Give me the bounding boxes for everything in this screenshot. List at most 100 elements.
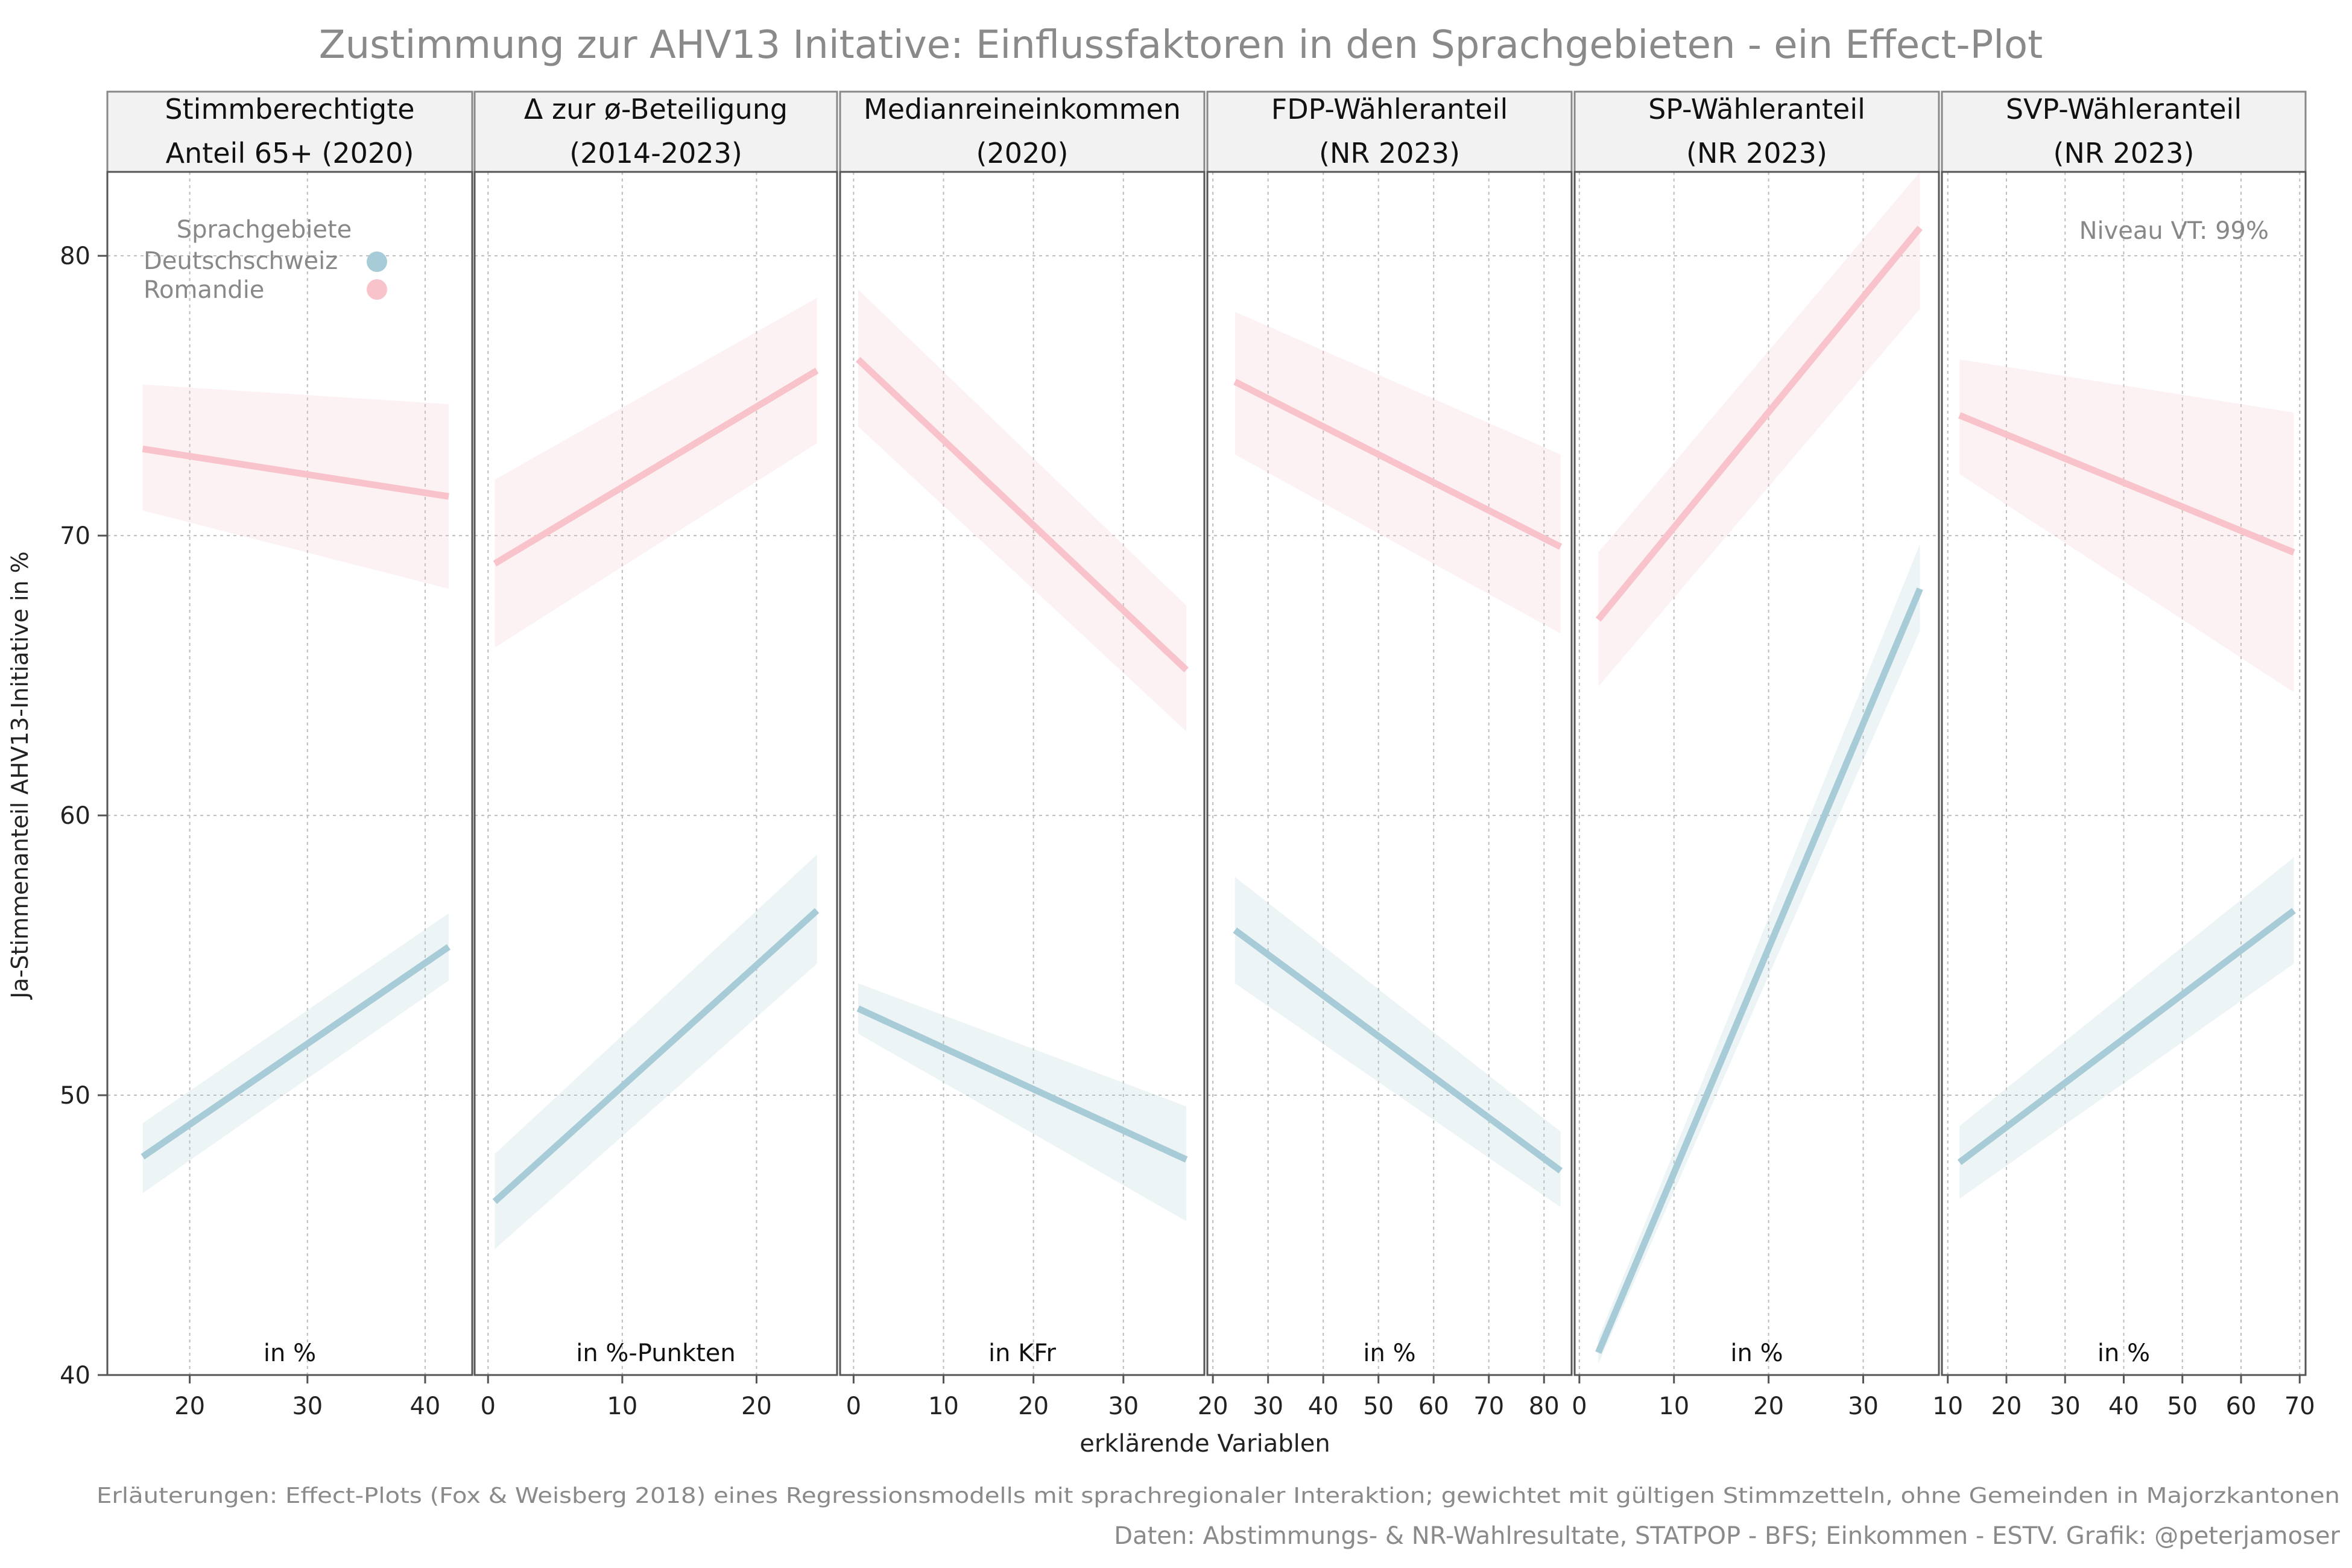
panel-unit-label: in % (264, 1339, 316, 1367)
x-tick-label: 70 (1473, 1393, 1504, 1420)
x-tick-label: 60 (1418, 1393, 1449, 1420)
facet-strip (839, 90, 1206, 173)
legend-swatch-romandie (367, 279, 387, 300)
panel-border (473, 171, 838, 1376)
confidence-band-romandie (1959, 359, 2294, 692)
x-tick-label: 30 (2050, 1393, 2081, 1420)
confidence-band-romandie (495, 297, 817, 648)
y-tick-label: 80 (60, 242, 90, 270)
facet-strip-title-line1: SVP-Wähleranteil (2006, 93, 2242, 125)
facet-panel: SP-Wähleranteil (NR 2023) in % 0 10 20 30 (1572, 90, 1940, 1420)
x-tick-label: 30 (1108, 1393, 1139, 1420)
facet-panel: FDP-Wähleranteil (NR 2023) in % 20 30 40 50 60 7… (1198, 90, 1573, 1420)
effect-line-romandie (856, 356, 1189, 672)
facet-strip (473, 90, 838, 173)
confidence-level-note: Niveau VT: 99% (2079, 217, 2269, 245)
x-tick-label: 50 (1363, 1393, 1394, 1420)
facet-strip-title-line2: (2020) (976, 137, 1069, 169)
x-tick-label: 0 (1572, 1393, 1587, 1420)
legend-title: Sprachgebiete (177, 216, 352, 244)
caption-source: Daten: Abstimmungs- & NR-Wahlresultate, … (1114, 1522, 2340, 1550)
panel-border (839, 171, 1206, 1376)
x-tick-label: 40 (409, 1393, 440, 1420)
facet-strip-title-line1: Medianreineinkommen (864, 93, 1181, 125)
panel-border (1573, 171, 1940, 1376)
y-tick-label: 70 (60, 522, 90, 550)
effect-line-deutschschweiz (492, 908, 820, 1204)
legend: Sprachgebiete Deutschschweiz Romandie (144, 216, 387, 304)
x-tick-label: 10 (1932, 1393, 1963, 1420)
y-tick-label: 50 (60, 1082, 90, 1110)
confidence-band-romandie (1234, 311, 1561, 634)
x-tick-label: 0 (481, 1393, 496, 1420)
effect-line-deutschschweiz (141, 944, 451, 1160)
caption-explanation: Erläuterungen: Effect-Plots (Fox & Weisb… (96, 1484, 2340, 1508)
facet-panel: Medianreineinkommen (2020) in KFr 0 10 20 30 (839, 90, 1206, 1420)
facet-strip (1573, 90, 1940, 173)
x-tick-label: 30 (1253, 1393, 1283, 1420)
effect-line-romandie (493, 367, 819, 567)
panel-unit-label: in %-Punkten (576, 1339, 736, 1367)
x-tick-label: 30 (292, 1393, 323, 1420)
effect-line-deutschschweiz (1233, 927, 1563, 1174)
x-tick-label: 10 (928, 1393, 959, 1420)
panel-unit-label: in % (2098, 1339, 2150, 1367)
facet-strip-title-line1: Stimmberechtigte (165, 93, 414, 125)
x-tick-label: 80 (1529, 1393, 1560, 1420)
y-axis-label: Ja-Stimmenanteil AHV13-Initiative in % (7, 551, 33, 1000)
confidence-band-romandie (1598, 172, 1920, 687)
facet-strip-title-line1: FDP-Wähleranteil (1271, 93, 1508, 125)
y-axis: 40 50 60 70 80 (60, 172, 109, 1389)
facet-strip-title-line1: SP-Wähleranteil (1648, 93, 1865, 125)
panel-unit-label: in % (1363, 1339, 1415, 1367)
x-tick-label: 20 (1198, 1393, 1228, 1420)
facet-panel: Stimmberechtigte Anteil 65+ (2020) in % 20 3… (106, 90, 473, 1420)
x-axis-label: erklärende Variablen (1080, 1430, 1330, 1458)
x-tick-label: 70 (2284, 1393, 2315, 1420)
effect-line-deutschschweiz (1957, 908, 2296, 1165)
facet-strip-title-line2: (NR 2023) (2053, 137, 2195, 169)
facet-strip (1941, 90, 2307, 173)
facet-strip-title-line2: (NR 2023) (1686, 137, 1827, 169)
confidence-band-deutschschweiz (1234, 877, 1561, 1207)
panel-unit-label: in KFr (988, 1339, 1057, 1367)
facet-strip-title-line2: (2014-2023) (569, 137, 742, 169)
facet-strip (106, 90, 473, 173)
panel-border (106, 171, 473, 1376)
effect-line-romandie (142, 445, 449, 500)
x-tick-label: 20 (741, 1393, 772, 1420)
legend-label-romandie: Romandie (144, 276, 264, 304)
facet-strip-title-line1: Δ zur ø-Beteiligung (524, 93, 788, 125)
facet-panel: Δ zur ø-Beteiligung (2014-2023) in %-Punkt… (473, 90, 838, 1420)
legend-label-deutschschweiz: Deutschschweiz (144, 247, 338, 275)
panel-border (1206, 171, 1573, 1376)
x-tick-label: 10 (607, 1393, 637, 1420)
x-tick-label: 20 (1018, 1393, 1049, 1420)
confidence-band-deutschschweiz (1959, 857, 2294, 1199)
x-tick-label: 0 (846, 1393, 861, 1420)
facet-panels: Stimmberechtigte Anteil 65+ (2020) in % 20 3… (106, 90, 2315, 1420)
panel-unit-label: in % (1730, 1339, 1783, 1367)
facet-panel: SVP-Wähleranteil (NR 2023) in % 10 20 30 40 50 6… (1932, 90, 2315, 1420)
x-tick-label: 10 (1658, 1393, 1689, 1420)
x-tick-label: 40 (2108, 1393, 2139, 1420)
y-tick-label: 40 (60, 1362, 90, 1389)
facet-strip-title-line2: Anteil 65+ (2020) (166, 137, 414, 169)
facet-strip (1206, 90, 1573, 173)
x-tick-label: 60 (2226, 1393, 2257, 1420)
confidence-band-deutschschweiz (858, 983, 1187, 1221)
effect-line-deutschschweiz (856, 1005, 1188, 1163)
y-tick-label: 60 (60, 802, 90, 830)
effect-line-romandie (1233, 379, 1563, 550)
x-tick-label: 20 (1991, 1393, 2022, 1420)
x-tick-label: 30 (1848, 1393, 1879, 1420)
effect-line-romandie (1958, 412, 2295, 556)
effect-line-romandie (1595, 226, 1923, 622)
x-tick-label: 40 (1308, 1393, 1339, 1420)
legend-swatch-deutschschweiz (367, 251, 387, 272)
facet-strip-title-line2: (NR 2023) (1319, 137, 1460, 169)
x-tick-label: 20 (174, 1393, 205, 1420)
x-tick-label: 20 (1753, 1393, 1784, 1420)
confidence-band-romandie (142, 384, 449, 589)
